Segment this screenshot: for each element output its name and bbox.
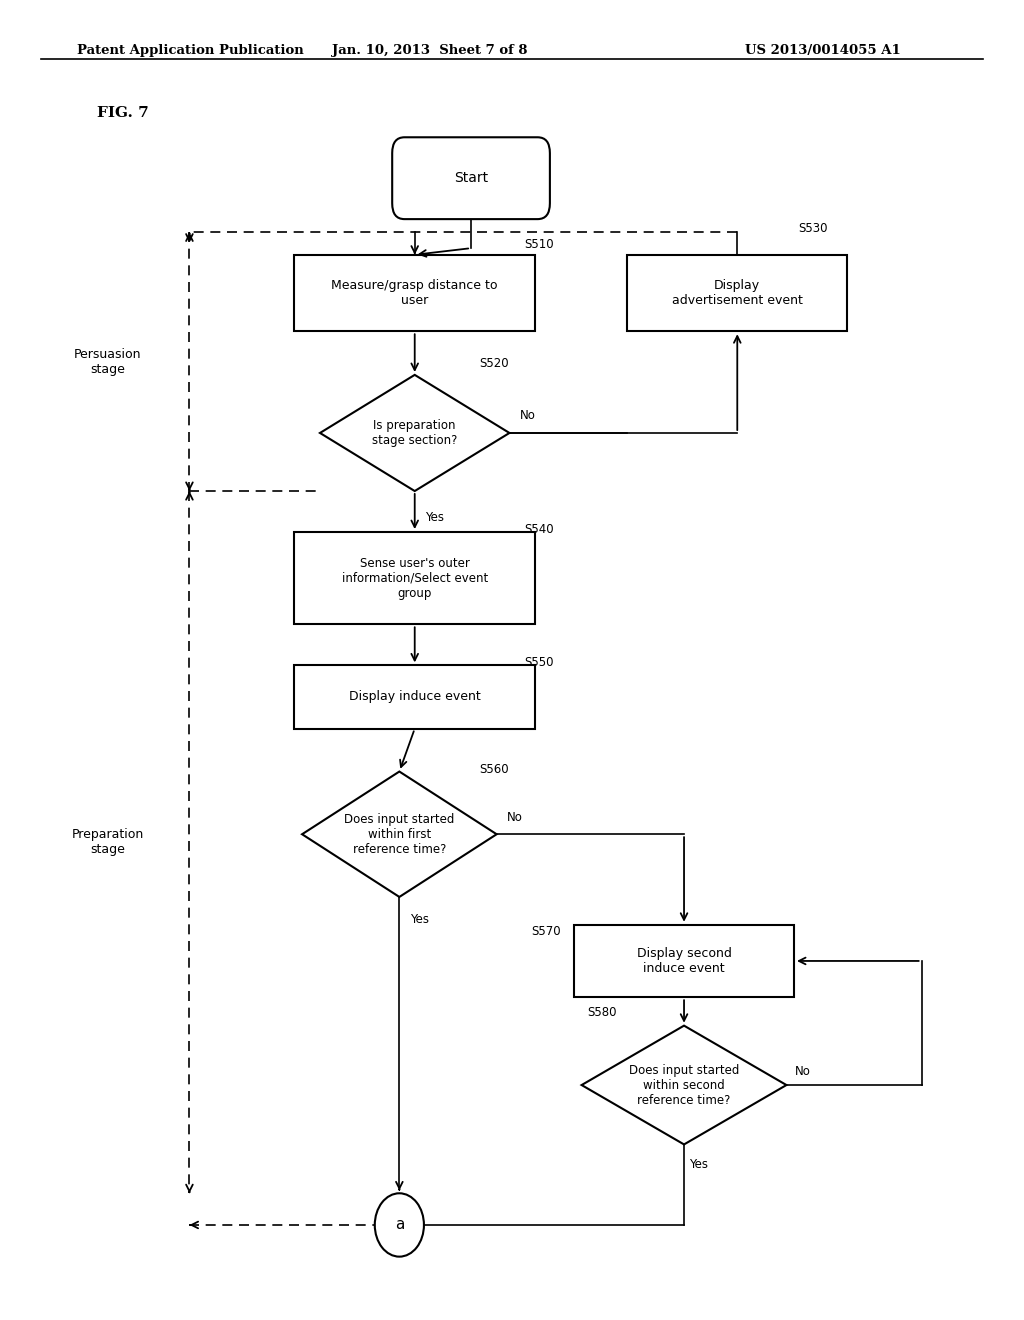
Text: No: No [507,810,523,824]
Polygon shape [319,375,510,491]
Text: Patent Application Publication: Patent Application Publication [77,44,303,57]
Bar [627,255,847,331]
Bar [295,532,535,624]
Text: S550: S550 [524,656,554,669]
Text: Jan. 10, 2013  Sheet 7 of 8: Jan. 10, 2013 Sheet 7 of 8 [333,44,527,57]
Text: Sense user's outer
information/Select event
group: Sense user's outer information/Select ev… [342,557,487,599]
FancyBboxPatch shape [392,137,550,219]
Text: Is preparation
stage section?: Is preparation stage section? [372,418,458,447]
Bar [573,924,795,998]
Text: Yes: Yes [425,511,444,524]
Text: Start: Start [454,172,488,185]
Bar [295,665,535,729]
Text: S560: S560 [479,763,509,776]
Text: Does input started
within second
reference time?: Does input started within second referen… [629,1064,739,1106]
Circle shape [375,1193,424,1257]
Text: S580: S580 [587,1006,616,1019]
Text: S520: S520 [479,356,509,370]
Text: Does input started
within first
reference time?: Does input started within first referenc… [344,813,455,855]
Text: Yes: Yes [410,913,429,925]
Bar [295,255,535,331]
Text: FIG. 7: FIG. 7 [97,106,150,120]
Text: Display induce event: Display induce event [349,690,480,704]
Text: S540: S540 [524,523,554,536]
Text: No: No [520,409,536,422]
Text: No: No [795,1065,811,1078]
Text: a: a [394,1217,404,1233]
Polygon shape [582,1026,786,1144]
Text: S570: S570 [530,924,560,937]
Text: Yes: Yes [689,1158,709,1171]
Text: Persuasion
stage: Persuasion stage [74,347,141,376]
Text: S510: S510 [524,238,554,251]
Text: Display
advertisement event: Display advertisement event [672,279,803,308]
Text: S530: S530 [799,222,828,235]
Text: US 2013/0014055 A1: US 2013/0014055 A1 [745,44,901,57]
Text: Measure/grasp distance to
user: Measure/grasp distance to user [332,279,498,308]
Polygon shape [302,771,497,898]
Text: Display second
induce event: Display second induce event [637,946,731,975]
Text: Preparation
stage: Preparation stage [72,828,143,857]
